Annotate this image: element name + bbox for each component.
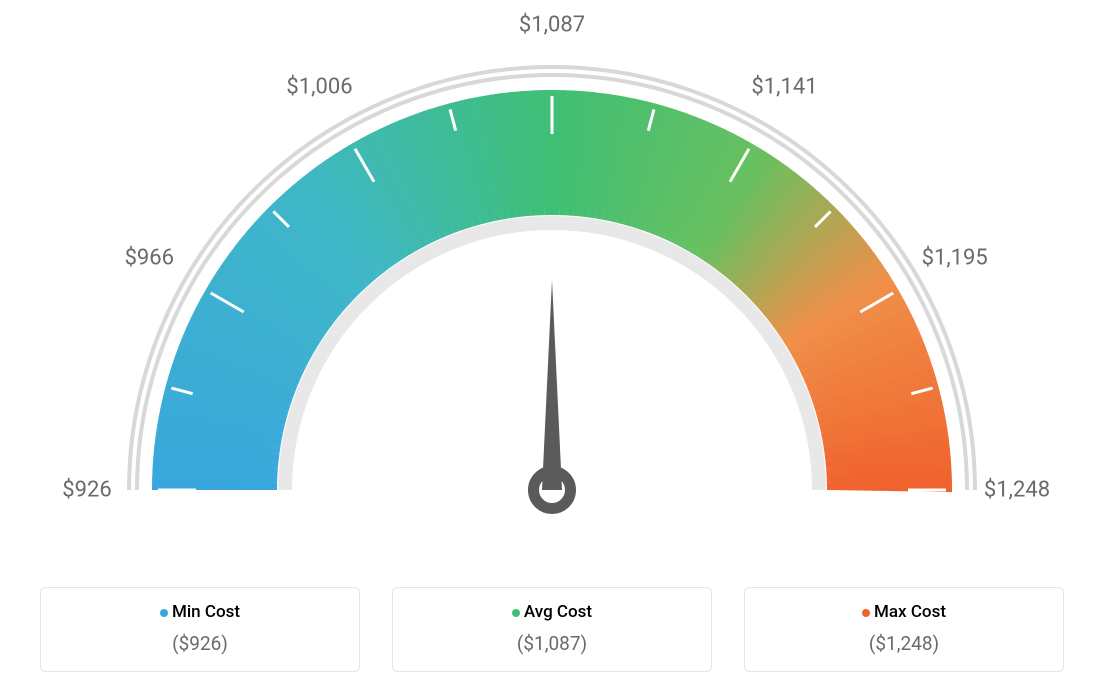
legend-title: Min Cost [51, 602, 349, 622]
legend-card-min: Min Cost ($926) [40, 587, 360, 672]
legend-title-text: Avg Cost [524, 602, 592, 622]
cost-gauge [0, 0, 1104, 560]
gauge-tick-label: $1,087 [519, 13, 585, 38]
legend-title-text: Max Cost [874, 602, 946, 622]
legend-dot-icon [160, 609, 168, 617]
legend-value: ($1,087) [403, 632, 701, 655]
gauge-tick-label: $966 [125, 245, 174, 270]
gauge-tick-label: $1,006 [286, 75, 352, 100]
legend-title: Max Cost [755, 602, 1053, 622]
legend-row: Min Cost ($926) Avg Cost ($1,087) Max Co… [0, 587, 1104, 672]
gauge-tick-label: $1,141 [751, 75, 817, 100]
legend-dot-icon [512, 609, 520, 617]
gauge-tick-label: $1,195 [922, 245, 988, 270]
legend-card-max: Max Cost ($1,248) [744, 587, 1064, 672]
legend-title-text: Min Cost [172, 602, 240, 622]
legend-dot-icon [862, 609, 870, 617]
legend-card-avg: Avg Cost ($1,087) [392, 587, 712, 672]
legend-value: ($926) [51, 632, 349, 655]
legend-value: ($1,248) [755, 632, 1053, 655]
gauge-tick-label: $926 [62, 478, 111, 503]
legend-title: Avg Cost [403, 602, 701, 622]
gauge-tick-label: $1,248 [984, 478, 1050, 503]
